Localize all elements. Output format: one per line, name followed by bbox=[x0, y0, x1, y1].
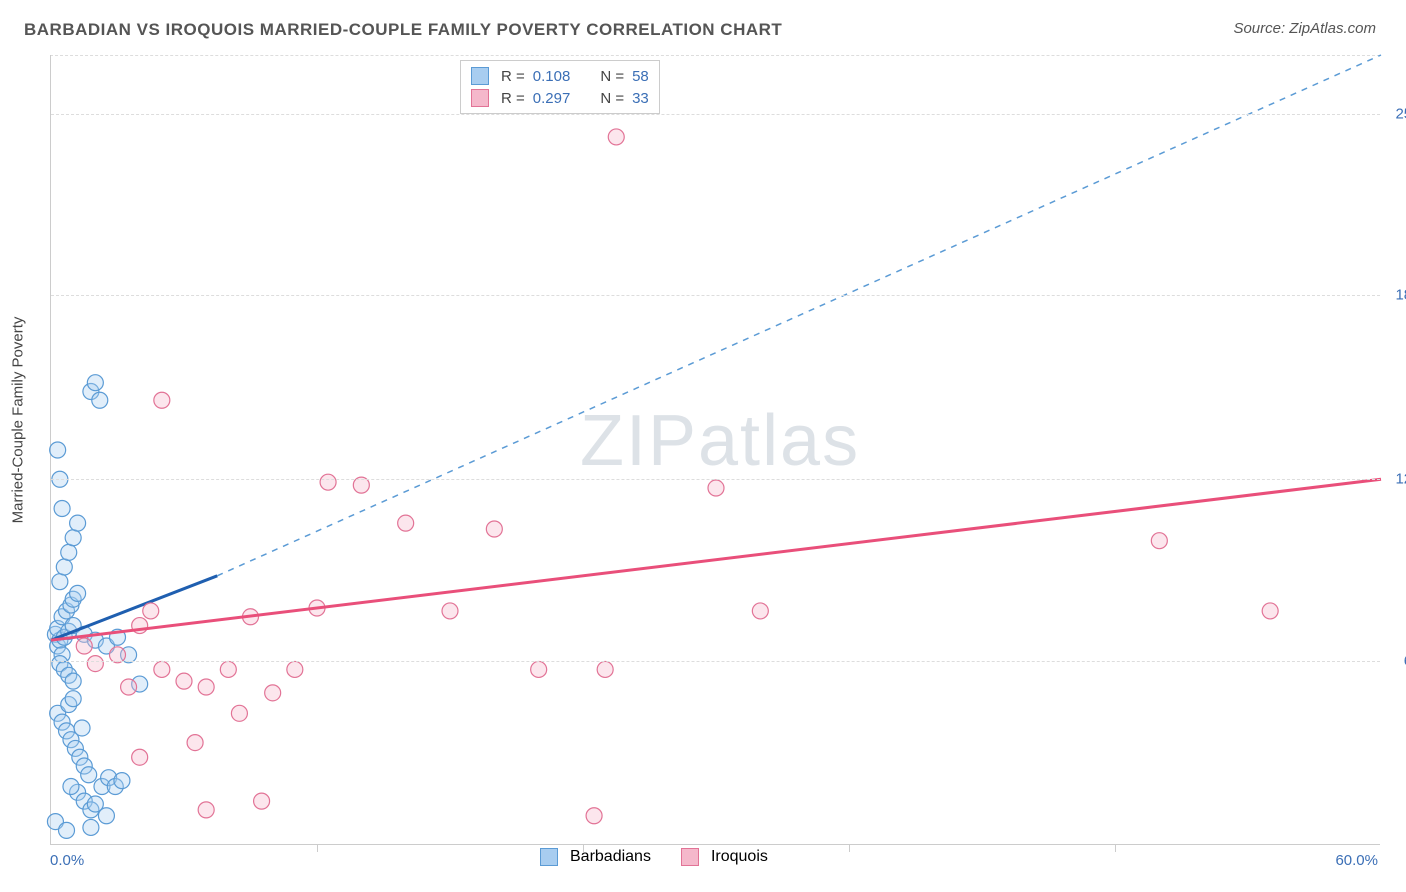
scatter-point bbox=[65, 530, 81, 546]
scatter-point bbox=[98, 808, 114, 824]
legend-swatch bbox=[681, 848, 699, 866]
scatter-point bbox=[708, 480, 724, 496]
x-tick bbox=[849, 844, 850, 852]
legend-series: Barbadians Iroquois bbox=[540, 848, 768, 866]
scatter-point bbox=[1151, 533, 1167, 549]
scatter-point bbox=[198, 802, 214, 818]
r-label: R = bbox=[501, 68, 525, 85]
scatter-point bbox=[87, 375, 103, 391]
legend-item: Barbadians bbox=[540, 848, 651, 866]
scatter-point bbox=[442, 603, 458, 619]
y-tick-label: 25.0% bbox=[1395, 105, 1406, 122]
gridline bbox=[51, 114, 1380, 115]
scatter-point bbox=[597, 661, 613, 677]
scatter-point bbox=[83, 819, 99, 835]
scatter-point bbox=[320, 474, 336, 490]
scatter-point bbox=[198, 679, 214, 695]
scatter-point bbox=[50, 442, 66, 458]
scatter-point bbox=[76, 638, 92, 654]
scatter-point bbox=[586, 808, 602, 824]
scatter-point bbox=[254, 793, 270, 809]
scatter-point bbox=[1262, 603, 1278, 619]
n-label: N = bbox=[600, 90, 624, 107]
x-tick bbox=[317, 844, 318, 852]
x-axis-min-label: 0.0% bbox=[50, 852, 84, 869]
y-tick-label: 12.5% bbox=[1395, 471, 1406, 488]
chart-header: BARBADIAN VS IROQUOIS MARRIED-COUPLE FAM… bbox=[0, 0, 1406, 50]
scatter-point bbox=[143, 603, 159, 619]
legend-stat-row: R = 0.297 N = 33 bbox=[471, 87, 649, 109]
scatter-point bbox=[287, 661, 303, 677]
scatter-point bbox=[176, 673, 192, 689]
scatter-point bbox=[121, 679, 137, 695]
scatter-point bbox=[231, 705, 247, 721]
scatter-point bbox=[63, 778, 79, 794]
legend-stats: R = 0.108 N = 58 R = 0.297 N = 33 bbox=[460, 60, 660, 114]
scatter-point bbox=[114, 773, 130, 789]
legend-label: Barbadians bbox=[570, 848, 651, 866]
scatter-point bbox=[154, 661, 170, 677]
plot-svg bbox=[51, 55, 1380, 844]
scatter-point bbox=[74, 720, 90, 736]
x-tick bbox=[1115, 844, 1116, 852]
plot-area: 6.3%12.5%18.8%25.0% bbox=[50, 55, 1380, 845]
scatter-point bbox=[65, 691, 81, 707]
r-value: 0.108 bbox=[533, 68, 571, 85]
x-axis-max-label: 60.0% bbox=[1335, 852, 1378, 869]
scatter-point bbox=[56, 559, 72, 575]
chart-title: BARBADIAN VS IROQUOIS MARRIED-COUPLE FAM… bbox=[24, 20, 782, 40]
legend-swatch bbox=[471, 89, 489, 107]
gridline bbox=[51, 661, 1380, 662]
scatter-point bbox=[486, 521, 502, 537]
scatter-point bbox=[154, 392, 170, 408]
scatter-point bbox=[70, 515, 86, 531]
scatter-point bbox=[52, 574, 68, 590]
scatter-point bbox=[87, 656, 103, 672]
scatter-point bbox=[54, 501, 70, 517]
legend-label: Iroquois bbox=[711, 848, 768, 866]
gridline bbox=[51, 479, 1380, 480]
scatter-point bbox=[531, 661, 547, 677]
scatter-point bbox=[220, 661, 236, 677]
scatter-point bbox=[752, 603, 768, 619]
r-label: R = bbox=[501, 90, 525, 107]
y-axis-label: Married-Couple Family Poverty bbox=[10, 317, 27, 524]
scatter-point bbox=[61, 544, 77, 560]
n-value: 33 bbox=[632, 90, 649, 107]
n-value: 58 bbox=[632, 68, 649, 85]
legend-swatch bbox=[540, 848, 558, 866]
scatter-point bbox=[265, 685, 281, 701]
scatter-point bbox=[92, 392, 108, 408]
scatter-point bbox=[608, 129, 624, 145]
legend-stat-row: R = 0.108 N = 58 bbox=[471, 65, 649, 87]
scatter-point bbox=[187, 735, 203, 751]
n-label: N = bbox=[600, 68, 624, 85]
trend-line-dashed bbox=[217, 55, 1381, 576]
source-label: Source: ZipAtlas.com bbox=[1233, 20, 1376, 37]
scatter-point bbox=[132, 749, 148, 765]
scatter-point bbox=[70, 585, 86, 601]
r-value: 0.297 bbox=[533, 90, 571, 107]
trend-line bbox=[51, 479, 1381, 640]
legend-swatch bbox=[471, 67, 489, 85]
y-tick-label: 18.8% bbox=[1395, 286, 1406, 303]
scatter-point bbox=[59, 822, 75, 838]
scatter-point bbox=[398, 515, 414, 531]
legend-item: Iroquois bbox=[681, 848, 768, 866]
gridline bbox=[51, 295, 1380, 296]
scatter-point bbox=[65, 673, 81, 689]
scatter-point bbox=[81, 767, 97, 783]
